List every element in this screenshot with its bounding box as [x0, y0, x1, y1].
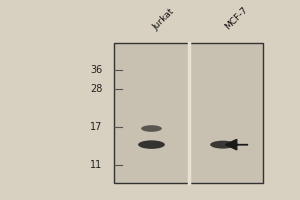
Bar: [114, 43, 263, 183]
Ellipse shape: [138, 140, 165, 149]
Text: 28: 28: [90, 84, 102, 94]
Text: MCF-7: MCF-7: [223, 6, 249, 32]
Text: Jurkat: Jurkat: [152, 7, 176, 32]
Text: 11: 11: [90, 160, 102, 170]
FancyArrow shape: [226, 139, 248, 150]
Text: 17: 17: [90, 122, 102, 132]
Ellipse shape: [210, 141, 236, 149]
Ellipse shape: [141, 125, 162, 132]
Text: 36: 36: [90, 65, 102, 75]
